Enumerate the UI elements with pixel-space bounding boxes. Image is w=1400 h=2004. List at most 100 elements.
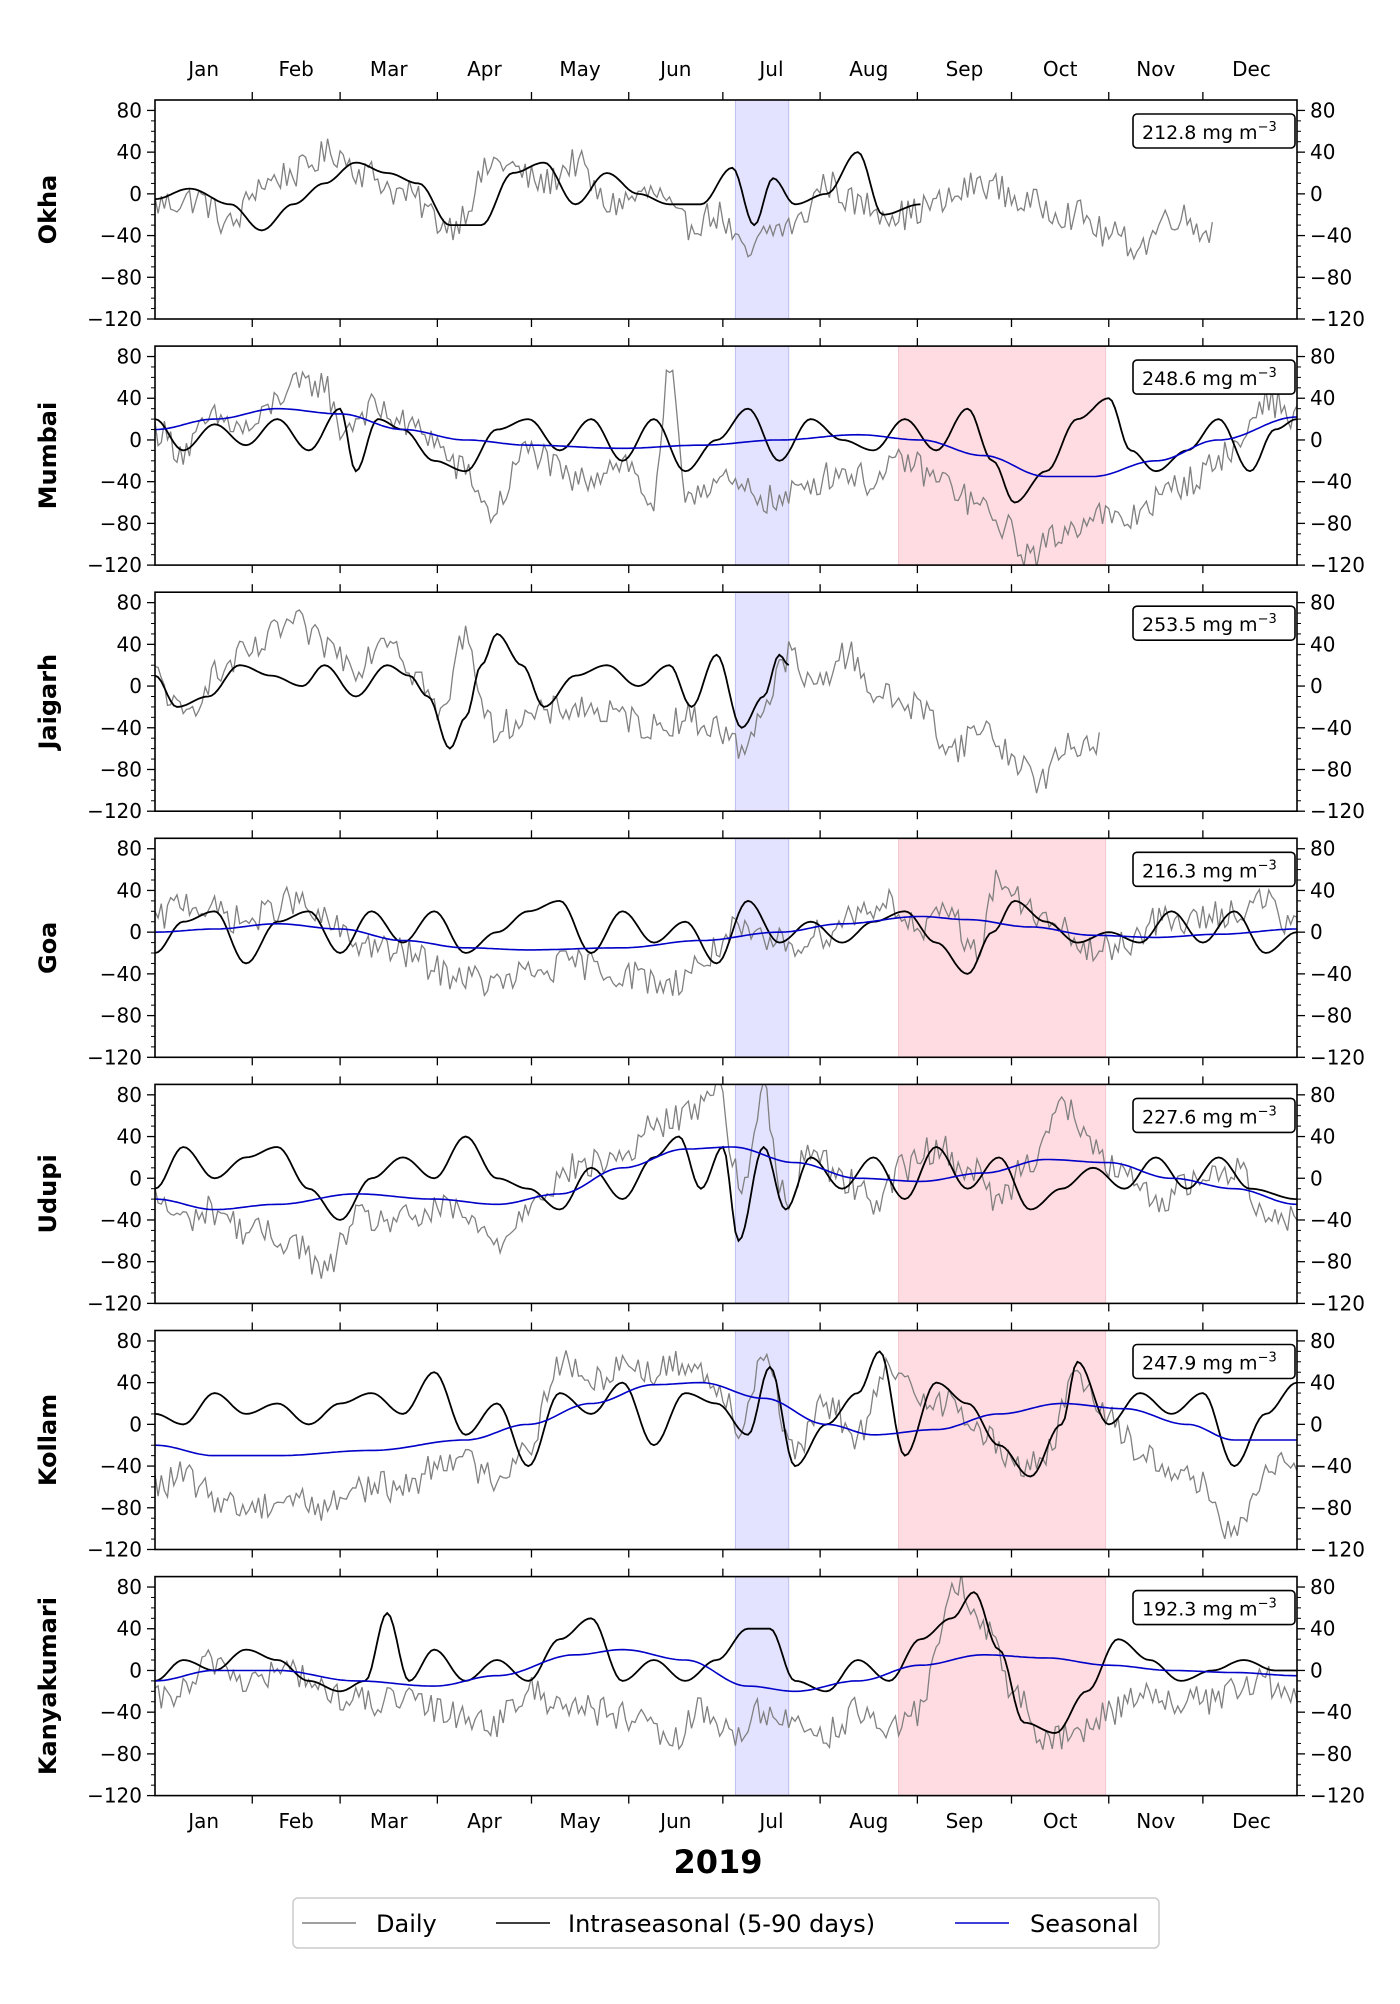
y-tick-label-right: −40 [1310,962,1352,986]
panel-udupi: 80 80 40 40 0 0 −40 −40 −80 −80 −120 −120 Udupi 227.6… [34,1076,1365,1315]
y-tick-label-left: −40 [100,470,142,494]
monsoon-band-red [898,1330,1107,1550]
y-tick-label-left: 0 [129,674,142,698]
panel-frame [154,591,1298,813]
panel-jaigarh: 80 80 40 40 0 0 −40 −40 −80 −80 −120 −120 Jaigarh 253… [34,584,1365,823]
monsoon-band-blue [734,591,790,812]
y-tick-label-left: −120 [87,1291,142,1315]
mean-value-text: 253.5 mg m−3 [1142,612,1277,636]
month-label-bottom: Dec [1232,1809,1271,1833]
y-tick-label-left: −120 [87,307,142,331]
month-label-bottom: Aug [849,1809,888,1833]
y-tick-label-left: −80 [100,1742,142,1766]
y-tick-label-left: 40 [117,140,142,164]
panel-frame [154,1329,1298,1551]
seasonal-series [155,407,1297,478]
mean-value-text: 212.8 mg m−3 [1142,120,1277,144]
mean-value-box [1132,1097,1296,1134]
daily-series [155,1084,1297,1279]
y-tick-label-right: −40 [1310,470,1352,494]
station-label: Okha [34,175,62,245]
y-tick-label-right: −120 [1310,799,1365,823]
y-tick-label-left: 40 [117,1125,142,1149]
y-tick-label-right: 40 [1310,140,1335,164]
y-tick-label-right: 0 [1310,920,1323,944]
month-label-top: Aug [849,57,888,81]
monsoon-band-blue [734,345,790,566]
intraseasonal-series [155,632,790,750]
y-tick-label-left: 80 [117,345,142,369]
y-tick-label-left: 40 [117,878,142,902]
station-label: Goa [34,922,62,974]
y-tick-label-left: −80 [100,511,142,535]
y-tick-label-right: −120 [1310,1538,1365,1562]
x-axis-layer: 2019 Jan Feb Mar Apr May Jun Jul Aug Sep Oct Nov De… [186,57,1271,1881]
month-label-top: Mar [370,57,409,81]
y-tick-label-right: 0 [1310,674,1323,698]
legend-frame [292,1897,1160,1949]
daily-series [155,869,1297,998]
y-tick-label-right: 80 [1310,1575,1335,1599]
month-label-bottom: May [559,1809,601,1833]
y-tick-label-left: 0 [129,428,142,452]
month-label-top: Apr [467,57,502,81]
y-tick-label-left: −80 [100,1250,142,1274]
y-tick-label-right: 0 [1310,1166,1323,1190]
y-tick-label-right: −40 [1310,716,1352,740]
daily-series [155,1576,1297,1751]
y-tick-label-right: 40 [1310,878,1335,902]
y-tick-label-left: 40 [117,386,142,410]
month-label-bottom: Jun [658,1809,691,1833]
intraseasonal-series [155,899,1297,975]
mean-value-text: 248.6 mg m−3 [1142,366,1277,390]
panel-frame [154,99,1298,320]
y-tick-label-right: −40 [1310,1454,1352,1478]
y-tick-label-right: 40 [1310,1125,1335,1149]
y-tick-label-right: 80 [1310,837,1335,861]
y-tick-label-right: −80 [1310,1496,1352,1520]
y-tick-label-right: −80 [1310,1250,1352,1274]
month-label-top: May [559,57,601,81]
y-tick-label-left: −40 [100,1454,142,1478]
y-tick-label-left: −120 [87,553,142,577]
y-tick-label-right: 0 [1310,1412,1323,1436]
y-tick-label-right: −40 [1310,1700,1352,1724]
mean-value-box [1132,605,1296,642]
monsoon-band-blue [734,1083,790,1304]
month-label-bottom: Feb [278,1809,313,1833]
y-tick-label-right: 0 [1310,428,1323,452]
mean-value-box [1132,113,1296,149]
panel-kanyakumari: 80 80 40 40 0 0 −40 −40 −80 −80 −120 −120 Kanyakumar… [34,1568,1365,1808]
daily-series [155,368,1297,566]
mean-value-box [1132,1589,1296,1626]
intraseasonal-series [155,151,921,232]
panel-kollam: 80 80 40 40 0 0 −40 −40 −80 −80 −120 −120 Kollam 247.… [34,1322,1365,1562]
x-axis-label: 2019 [673,1843,762,1881]
y-tick-label-right: −80 [1310,1742,1352,1766]
seasonal-series [155,915,1297,951]
y-tick-label-right: −120 [1310,1291,1365,1315]
y-tick-label-left: −40 [100,962,142,986]
y-tick-label-right: −40 [1310,1208,1352,1232]
y-tick-label-right: 80 [1310,1329,1335,1353]
y-tick-label-left: 0 [129,1658,142,1682]
y-tick-label-right: 40 [1310,1371,1335,1395]
y-tick-label-left: −80 [100,757,142,781]
y-tick-label-right: −120 [1310,553,1365,577]
y-tick-label-right: 80 [1310,1083,1335,1107]
y-tick-label-left: 40 [117,1617,142,1641]
y-tick-label-right: −120 [1310,307,1365,331]
daily-series [155,1350,1297,1539]
seasonal-series [155,1648,1297,1693]
month-label-bottom: Nov [1136,1809,1175,1833]
y-tick-label-left: 80 [117,591,142,615]
seasonal-series [155,1146,1297,1211]
legend-label-seasonal: Seasonal [1030,1910,1138,1938]
y-tick-label-left: −120 [87,1784,142,1808]
panel-goa: 80 80 40 40 0 0 −40 −40 −80 −80 −120 −120 Goa 216.3 m… [34,830,1365,1069]
intraseasonal-series [155,1135,1297,1243]
month-label-top: Jul [757,57,783,81]
y-tick-label-left: −80 [100,1004,142,1028]
legend: Daily Intraseasonal (5-90 days) Seasonal [292,1897,1160,1949]
month-label-bottom: Jan [186,1809,219,1833]
